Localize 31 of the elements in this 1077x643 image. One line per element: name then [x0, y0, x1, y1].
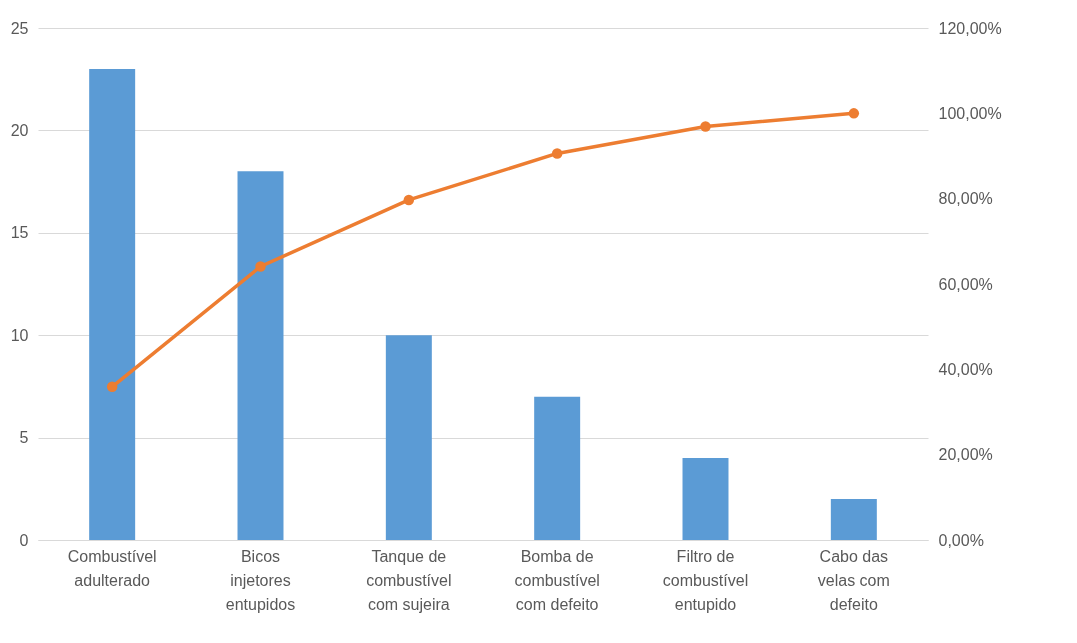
point — [700, 121, 711, 132]
y2-tick-label: 100,00% — [938, 104, 1002, 122]
y-tick-label: 5 — [19, 429, 29, 447]
x-tick-label: Filtro de combustível entupido — [662, 547, 749, 613]
y2-tick-label: 40,00% — [938, 360, 993, 378]
point — [551, 148, 563, 159]
bar — [89, 68, 136, 540]
y-tick-label: 20 — [10, 121, 29, 139]
bar — [385, 335, 432, 540]
y2-tick-label: 0,00% — [938, 531, 984, 549]
bar — [534, 396, 581, 540]
x-tick-label: Cabo das velas com defeito — [817, 547, 890, 613]
y2-tick-label: 80,00% — [938, 190, 993, 208]
point — [106, 381, 118, 393]
x-tick-label: Bomba de combustível com defeito — [514, 547, 600, 613]
y2-tick-label: 20,00% — [938, 446, 993, 464]
point — [848, 108, 860, 119]
y2-tick-label: 120,00% — [938, 19, 1002, 37]
bar — [830, 499, 877, 540]
point — [255, 261, 266, 272]
point — [403, 194, 415, 206]
x-tick-label: Tanque de combustível com sujeira — [366, 547, 452, 613]
x-tick-label: Combustível adulterado — [67, 547, 157, 589]
y-tick-label: 15 — [10, 224, 29, 242]
bar — [682, 458, 729, 540]
y-tick-label: 0 — [19, 531, 29, 549]
x-tick-label: Bicos injetores entupidos — [225, 547, 296, 613]
y2-tick-label: 60,00% — [938, 275, 993, 293]
y-tick-label: 10 — [10, 326, 29, 344]
bar — [237, 171, 284, 540]
y-tick-label: 25 — [10, 19, 29, 37]
